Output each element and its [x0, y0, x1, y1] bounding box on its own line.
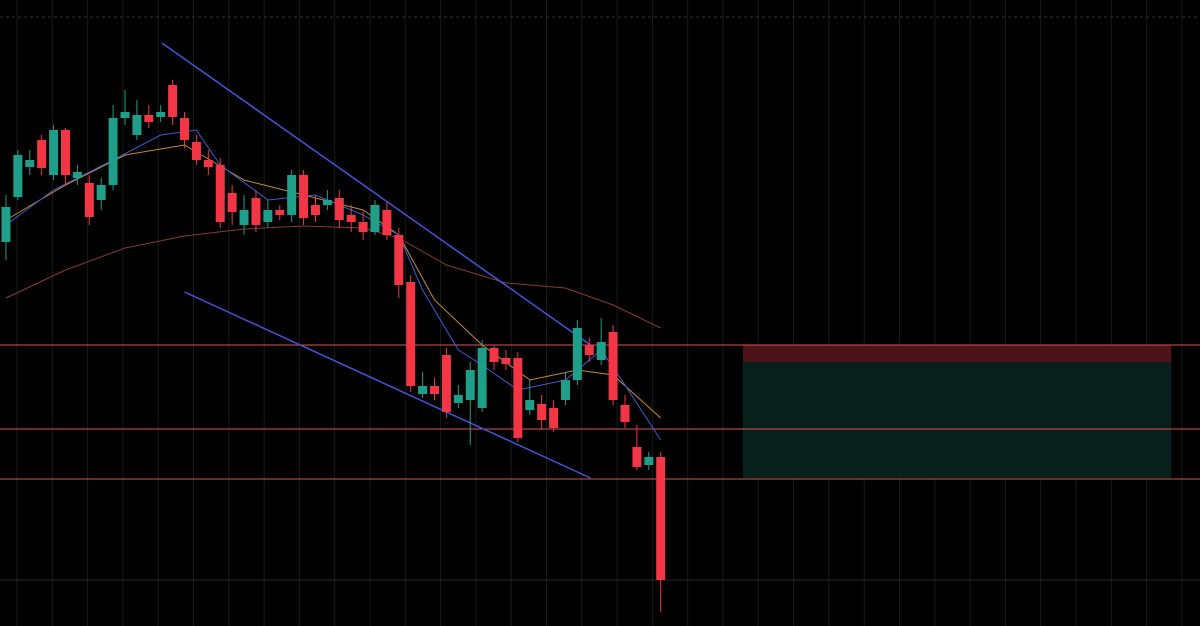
candle-body — [310, 205, 320, 215]
candle-body — [239, 210, 249, 225]
candle-body — [525, 400, 535, 410]
candle-body — [430, 386, 440, 394]
candle-body — [394, 235, 404, 285]
candle-body — [656, 457, 666, 580]
candle-body — [1, 207, 11, 242]
candle-body — [72, 172, 82, 178]
candle-body — [25, 160, 35, 167]
candle-body — [120, 112, 130, 118]
candle-body — [37, 140, 47, 168]
candle-body — [263, 210, 273, 222]
candle-body — [60, 130, 70, 175]
candle-body — [132, 115, 142, 135]
candle-body — [227, 193, 237, 212]
candle-body — [513, 358, 523, 438]
candle-body — [84, 183, 94, 217]
candle-body — [251, 198, 261, 225]
candle-body — [418, 386, 428, 394]
candle-body — [49, 130, 59, 175]
candle-body — [275, 210, 285, 215]
target-zone — [742, 362, 1172, 478]
candle-body — [465, 370, 475, 400]
candle-body — [608, 332, 618, 400]
candle-body — [406, 282, 416, 386]
stop-zone — [742, 345, 1172, 362]
candle-body — [382, 210, 392, 235]
candle-body — [489, 348, 499, 362]
candle-body — [13, 155, 23, 197]
candle-body — [144, 115, 154, 122]
candle-body — [168, 85, 178, 117]
candle-body — [299, 175, 309, 218]
moving-average — [5, 129, 662, 441]
candle-body — [108, 118, 118, 185]
candle-body — [96, 185, 106, 200]
candle-body — [453, 395, 463, 403]
candle-body — [322, 200, 332, 205]
candle-body — [584, 345, 594, 355]
candle-body — [180, 118, 190, 140]
candle-body — [560, 380, 570, 400]
candle-body — [156, 112, 166, 117]
candle-body — [596, 342, 606, 360]
candle-body — [477, 348, 487, 408]
candle-body — [620, 405, 630, 422]
moving-average — [5, 144, 662, 419]
candle-body — [287, 175, 297, 215]
trend-line — [184, 291, 591, 479]
candle-body — [358, 222, 368, 232]
candle-body — [346, 215, 356, 222]
candle-body — [537, 404, 547, 420]
candle-body — [644, 457, 654, 465]
candle-body — [549, 408, 559, 428]
candle-body — [501, 358, 511, 364]
moving-average — [5, 225, 661, 329]
trend-line — [161, 42, 591, 346]
candle-body — [334, 198, 344, 220]
candle-body — [215, 165, 225, 222]
candle-body — [203, 160, 213, 167]
candle-body — [370, 205, 380, 232]
candle-body — [441, 355, 451, 412]
grid — [16, 0, 1183, 626]
candle-body — [632, 447, 642, 467]
candle-body — [191, 142, 201, 160]
candle-body — [572, 328, 582, 380]
